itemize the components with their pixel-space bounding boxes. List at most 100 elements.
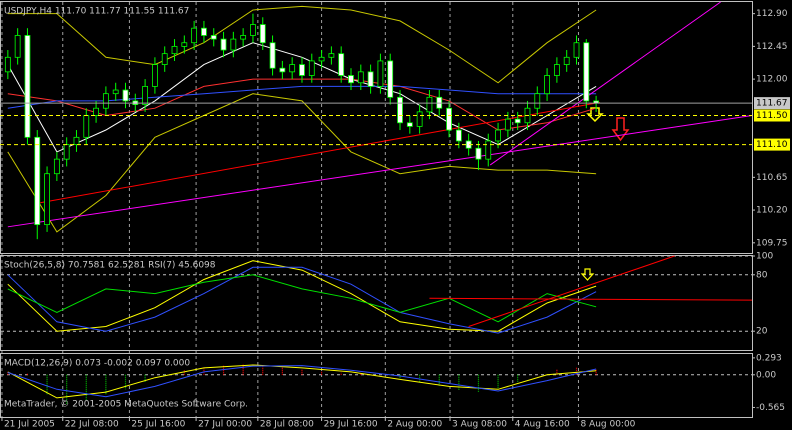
indicator-line: [7, 274, 597, 323]
x-tick-label: 2 Aug 00:00: [387, 420, 442, 430]
candle-body: [201, 27, 207, 36]
candle-body: [397, 96, 403, 124]
candle-body: [553, 64, 560, 76]
candle-body: [250, 24, 256, 36]
indicator-line: [7, 93, 597, 233]
y-tick-label: 112.45: [756, 42, 788, 52]
indicator-line: [7, 266, 597, 334]
indicator-line: [7, 364, 597, 399]
candle-body: [338, 53, 345, 76]
candle-body: [191, 27, 198, 44]
main-panel-border: [0, 1, 753, 254]
y-tick-label: 110.20: [756, 206, 788, 216]
candle-body: [357, 71, 364, 84]
candle-body: [112, 89, 119, 95]
candle-body: [259, 24, 266, 44]
candle-body: [53, 158, 60, 175]
candle-body: [210, 35, 217, 40]
candle-body: [455, 129, 462, 142]
candle-body: [377, 60, 384, 87]
candle-body: [495, 129, 501, 142]
y-tick-label: 100: [756, 252, 773, 262]
candle-body: [220, 38, 227, 51]
y-tick-label: 110.65: [756, 173, 788, 183]
candle-body: [387, 60, 394, 98]
y-tick-label: 0.293: [756, 353, 782, 363]
indicator-line: [7, 260, 597, 332]
panel-title: Stoch(26,5,8) 70.7581 62.5281 RSI(7) 45.…: [4, 261, 216, 271]
candle-body: [308, 60, 315, 76]
candle-body: [83, 115, 90, 138]
candle-body: [485, 140, 492, 160]
candle-body: [34, 136, 41, 226]
candle-body: [142, 85, 149, 105]
y-tick-label: -0.565: [756, 403, 785, 413]
y-tick-label: 112.00: [756, 75, 788, 85]
candle-body: [4, 56, 11, 73]
grid-layer: [1, 2, 752, 417]
level-label-box: [754, 97, 790, 110]
x-tick-label: 29 Jul 16:00: [324, 420, 378, 430]
candle-body: [152, 64, 158, 87]
x-tick-label: 25 Jul 16:00: [131, 420, 185, 430]
candle-body: [563, 56, 570, 65]
indicator-line: [7, 5, 597, 84]
candle-body: [544, 75, 550, 95]
y-tick-label: 20: [756, 327, 768, 337]
candle-body: [93, 107, 99, 116]
candle-body: [14, 35, 21, 58]
y-tick-label: 80: [756, 270, 768, 280]
x-tick-label: 22 Jul 08:00: [65, 420, 119, 430]
signal-arrow: [580, 268, 595, 281]
candle-body: [279, 67, 286, 73]
sell-arrow: [611, 117, 630, 142]
candle-body: [534, 93, 541, 109]
y-tick-label: 0.00: [756, 370, 776, 380]
trendline: [468, 255, 675, 327]
candle-body: [63, 144, 70, 160]
x-tick-label: 4 Aug 16:00: [515, 420, 570, 430]
candle-body: [24, 35, 31, 138]
y-tick-label: 112.90: [756, 9, 788, 19]
candle-body: [348, 75, 354, 84]
candle-body: [171, 45, 178, 55]
candle-body: [44, 173, 50, 226]
candle-body: [102, 93, 109, 109]
candle-body: [573, 42, 580, 58]
candle-body: [416, 111, 423, 127]
level-label-box: [754, 109, 790, 122]
candle-body: [181, 42, 188, 47]
candle-body: [230, 38, 237, 51]
candle-body: [73, 136, 80, 145]
x-tick-label: 28 Jul 08:00: [260, 420, 314, 430]
candle-body: [514, 118, 521, 124]
level-label-box: [754, 138, 790, 151]
candle-body: [299, 64, 305, 76]
panel-title: USDJPY,H4 111.70 111.77 111.55 111.67: [4, 7, 189, 17]
y-tick-label: 109.75: [756, 238, 788, 248]
copyright: MetaTrader, © 2001-2005 MetaQuotes Softw…: [4, 400, 248, 410]
candle-body: [504, 118, 511, 131]
stoch-panel-border: [0, 255, 753, 351]
candle-body: [122, 89, 129, 102]
candle-body: [289, 64, 296, 73]
indicator-line: [7, 365, 597, 398]
level-label: 111.10: [756, 140, 788, 150]
candle-body: [240, 35, 247, 40]
level-label: 111.67: [756, 99, 788, 109]
candle-body: [269, 42, 276, 69]
x-tick-label: 3 Aug 08:00: [452, 420, 507, 430]
candle-body: [318, 56, 325, 62]
trendline: [40, 101, 601, 204]
candle-body: [406, 122, 413, 127]
candle-body: [583, 42, 590, 102]
candle-body: [475, 147, 482, 160]
level-label: 111.50: [756, 111, 788, 121]
macd-panel-border: [0, 353, 753, 418]
candle-body: [161, 53, 168, 65]
x-tick-label: 8 Aug 00:00: [580, 420, 635, 430]
candle-body: [328, 53, 335, 58]
buy-arrow: [586, 107, 604, 123]
